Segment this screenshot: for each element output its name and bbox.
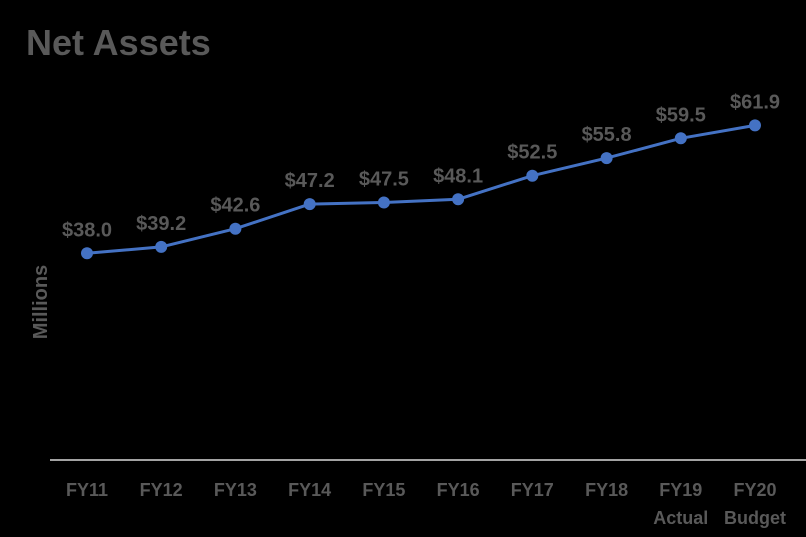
series-line bbox=[86, 123, 756, 255]
x-tick-label: FY12 bbox=[140, 480, 183, 500]
series-layer: $38.0 $39.2 $42.6 $47.2 $47.5 $48.1 $52.5 $55.8… bbox=[62, 91, 780, 260]
data-point bbox=[526, 169, 539, 182]
x-tick-label: FY19 bbox=[659, 480, 702, 500]
x-tick-label: FY11 bbox=[66, 480, 108, 500]
data-point bbox=[600, 152, 613, 165]
x-tick-label: FY18 bbox=[585, 480, 628, 500]
x-tick-label: FY15 bbox=[362, 480, 405, 500]
x-tick-label: FY16 bbox=[437, 480, 480, 500]
data-point bbox=[81, 247, 93, 260]
data-point bbox=[229, 222, 242, 235]
data-label: $55.8 bbox=[582, 124, 632, 146]
data-point bbox=[303, 198, 316, 211]
data-label: $42.6 bbox=[210, 195, 260, 217]
x-tick-label: Budget bbox=[724, 508, 786, 528]
data-point bbox=[749, 119, 761, 132]
x-tick-label: Actual bbox=[653, 508, 708, 528]
data-point bbox=[155, 240, 168, 253]
data-label: $47.5 bbox=[359, 169, 409, 191]
data-point bbox=[674, 132, 687, 145]
x-tick-label: FY17 bbox=[511, 480, 554, 500]
y-axis-label: Millions bbox=[30, 265, 52, 339]
data-label: $52.5 bbox=[507, 142, 557, 164]
x-tick-label: FY20 bbox=[733, 480, 776, 500]
x-tick-label: FY14 bbox=[288, 480, 331, 500]
data-label: $48.1 bbox=[433, 165, 483, 187]
x-tick-labels: FY11 FY12 FY13 FY14 FY15 FY16 FY17 FY18 FY19 Actu… bbox=[66, 480, 786, 528]
data-label: $38.0 bbox=[62, 219, 112, 241]
chart-title: Net Assets bbox=[26, 22, 211, 63]
x-tick-label: FY13 bbox=[214, 480, 257, 500]
data-point bbox=[452, 193, 465, 206]
data-label: $59.5 bbox=[656, 104, 706, 126]
data-point bbox=[377, 196, 390, 209]
data-label: $47.2 bbox=[285, 170, 335, 192]
data-label: $61.9 bbox=[730, 91, 780, 113]
data-label: $39.2 bbox=[136, 213, 186, 235]
